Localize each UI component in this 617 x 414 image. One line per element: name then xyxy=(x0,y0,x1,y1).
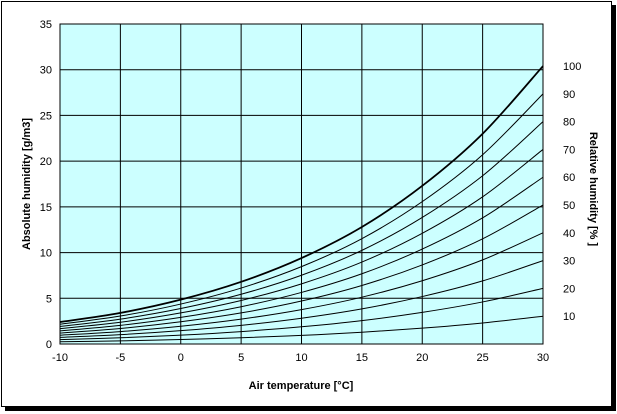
series-label-rh-70: 70 xyxy=(563,144,575,156)
y-tick-labels: 0 5 10 15 20 25 30 35 xyxy=(40,19,52,351)
series-line-rh-10 xyxy=(59,315,544,343)
x-tick-label: 15 xyxy=(356,352,368,364)
x-tick-label: 10 xyxy=(295,352,307,364)
y-tick-label: 10 xyxy=(40,248,52,260)
x-tick-label: 5 xyxy=(238,352,244,364)
x-tick-label: -10 xyxy=(52,352,68,364)
series-line-rh-50 xyxy=(59,204,544,334)
series-line-rh-40 xyxy=(59,232,544,336)
y-tick-label: 30 xyxy=(40,65,52,77)
series-line-rh-80 xyxy=(59,121,544,327)
x-tick-label: -5 xyxy=(115,352,125,364)
humidity-chart: -10 -5 0 5 10 15 20 25 30 0 5 10 15 20 25 30 35 100 90 80… xyxy=(21,19,599,392)
series-line-rh-60 xyxy=(59,176,544,332)
x-axis-title: Air temperature [°C] xyxy=(249,380,354,392)
plot-border xyxy=(59,23,544,345)
series-label-rh-50: 50 xyxy=(563,200,575,212)
y-tick-label: 20 xyxy=(40,156,52,168)
x-tick-label: 25 xyxy=(477,352,489,364)
series-labels: 100 90 80 70 60 50 40 30 20 10 xyxy=(563,61,581,323)
y-tick-label: 25 xyxy=(40,110,52,122)
series-label-rh-10: 10 xyxy=(563,311,575,323)
series-label-rh-30: 30 xyxy=(563,256,575,268)
chart-frame: -10 -5 0 5 10 15 20 25 30 0 5 10 15 20 25 30 35 100 90 80… xyxy=(1,1,612,407)
y-tick-label: 5 xyxy=(46,293,52,305)
x-tick-labels: -10 -5 0 5 10 15 20 25 30 xyxy=(52,352,549,364)
x-tick-label: 20 xyxy=(416,352,428,364)
series-label-rh-80: 80 xyxy=(563,117,575,129)
y2-axis-title: Relative humidity [% ] xyxy=(587,132,599,247)
series-label-rh-40: 40 xyxy=(563,228,575,240)
series-line-rh-90 xyxy=(59,93,544,325)
series-line-rh-20 xyxy=(59,287,544,341)
y-axis-title: Absolute humidity [g/m3] xyxy=(21,118,33,250)
y-tick-label: 0 xyxy=(46,339,52,351)
series-label-rh-90: 90 xyxy=(563,89,575,101)
x-tick-label: 30 xyxy=(537,352,549,364)
series-label-rh-20: 20 xyxy=(563,283,575,295)
series-line-rh-30 xyxy=(59,260,544,338)
series-line-rh-70 xyxy=(59,149,544,330)
y-tick-label: 15 xyxy=(40,202,52,214)
x-tick-label: 0 xyxy=(178,352,184,364)
series-group xyxy=(59,65,544,343)
series-label-rh-100: 100 xyxy=(563,61,581,73)
series-line-rh-100 xyxy=(59,65,544,323)
series-label-rh-60: 60 xyxy=(563,172,575,184)
y-tick-label: 35 xyxy=(40,19,52,31)
